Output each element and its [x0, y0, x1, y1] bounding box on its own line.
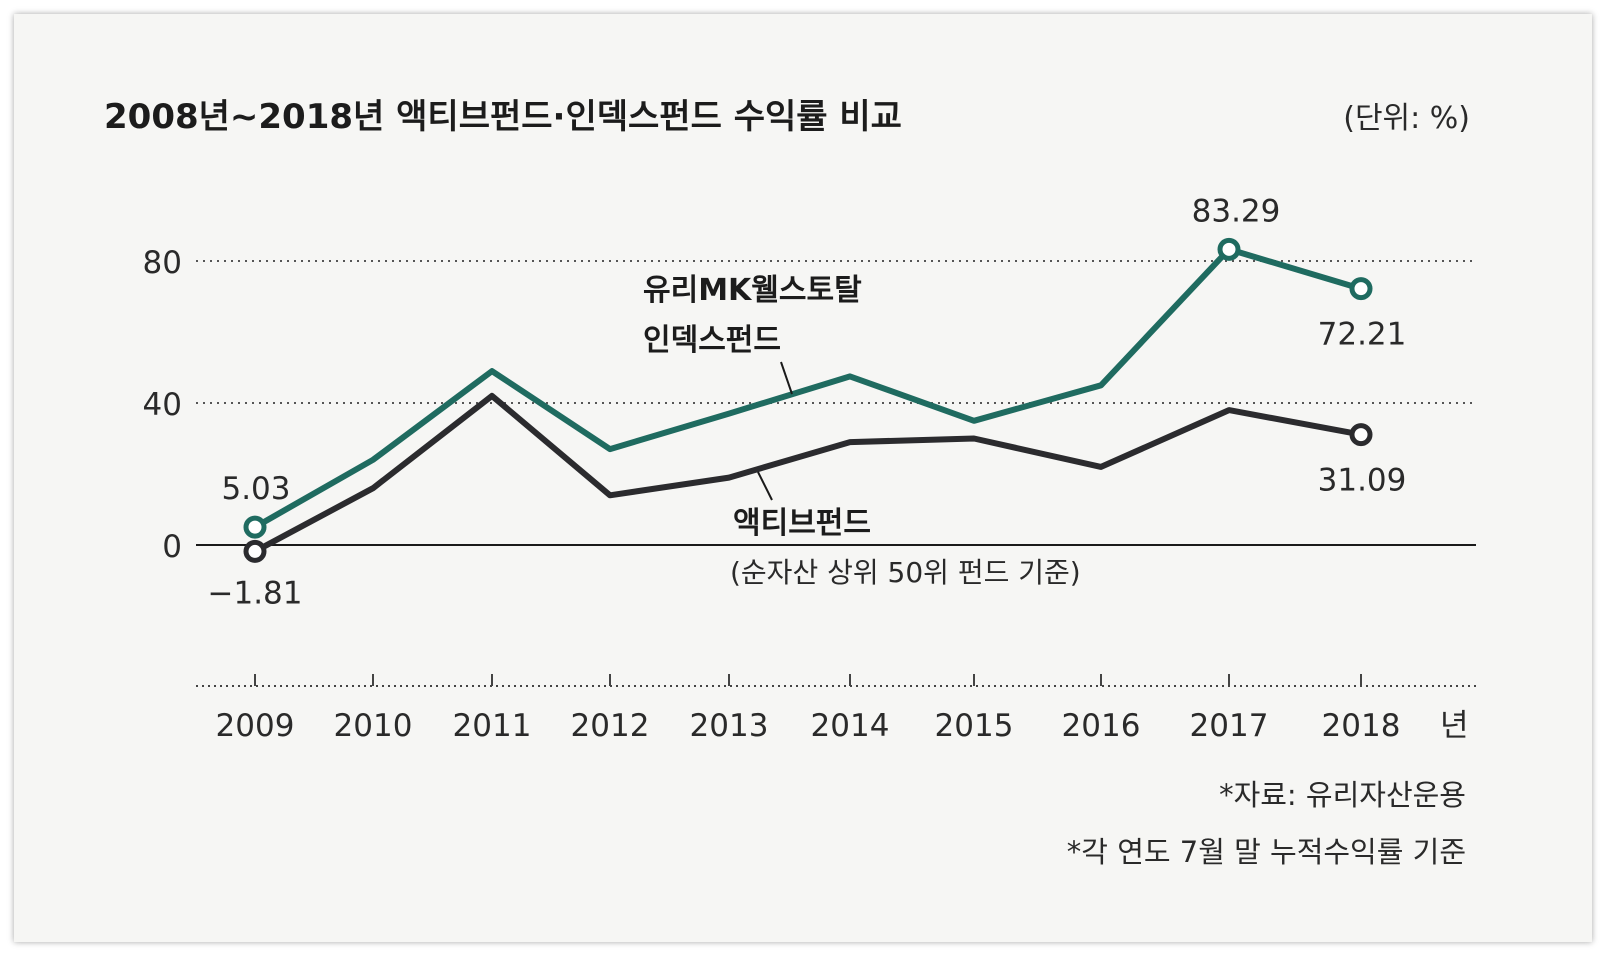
x-tick-label: 2012 — [571, 708, 650, 744]
index-fund-leader-line — [780, 361, 793, 395]
x-tick-label: 2011 — [453, 708, 532, 744]
data-label-index-2018: 72.21 — [1318, 317, 1407, 353]
unit-label: (단위: %) — [1343, 101, 1470, 136]
x-tick-label: 2013 — [690, 708, 769, 744]
active-fund-series-label: 액티브펀드 — [733, 506, 871, 541]
x-tick-label: 2018 — [1322, 708, 1401, 744]
x-tick-label: 2014 — [811, 708, 890, 744]
x-tick-label: 2016 — [1062, 708, 1141, 744]
y-tick-label: 0 — [162, 529, 182, 565]
data-label-index-2009: 5.03 — [221, 471, 290, 507]
active-fund-series-sublabel: (순자산 상위 50위 펀드 기준) — [730, 556, 1081, 589]
x-tick-label: 2010 — [334, 708, 413, 744]
active-fund-line — [253, 392, 1362, 555]
data-label-index-2017: 83.29 — [1192, 193, 1281, 229]
x-tick-label: 2017 — [1190, 708, 1269, 744]
index-fund-line — [253, 246, 1362, 530]
basis-note: *각 연도 7월 말 누적수익률 기준 — [1067, 835, 1466, 869]
active-fund-leader-line — [757, 471, 773, 501]
index-fund-marker — [243, 515, 267, 539]
active-fund-marker — [243, 539, 267, 563]
data-label-active-2009: −1.81 — [208, 575, 303, 611]
x-tick-label: 2015 — [935, 708, 1014, 744]
data-label-active-2018: 31.09 — [1318, 463, 1407, 499]
chart-card — [14, 14, 1592, 942]
x-axis-suffix: 년 — [1440, 708, 1469, 744]
x-tick-label: 2009 — [216, 708, 295, 744]
index-fund-marker — [1217, 237, 1241, 261]
y-tick-label: 80 — [143, 245, 182, 281]
index-fund-series-label: 유리MK웰스토탈 — [643, 273, 862, 308]
active-fund-marker — [1349, 423, 1373, 447]
chart-title: 2008년~2018년 액티브펀드·인덱스펀드 수익률 비교 — [104, 97, 902, 137]
index-fund-marker — [1349, 277, 1373, 301]
index-fund-series-label-line2: 인덱스펀드 — [643, 323, 781, 358]
y-tick-label: 40 — [143, 387, 182, 423]
source-note: *자료: 유리자산운용 — [1219, 778, 1466, 812]
